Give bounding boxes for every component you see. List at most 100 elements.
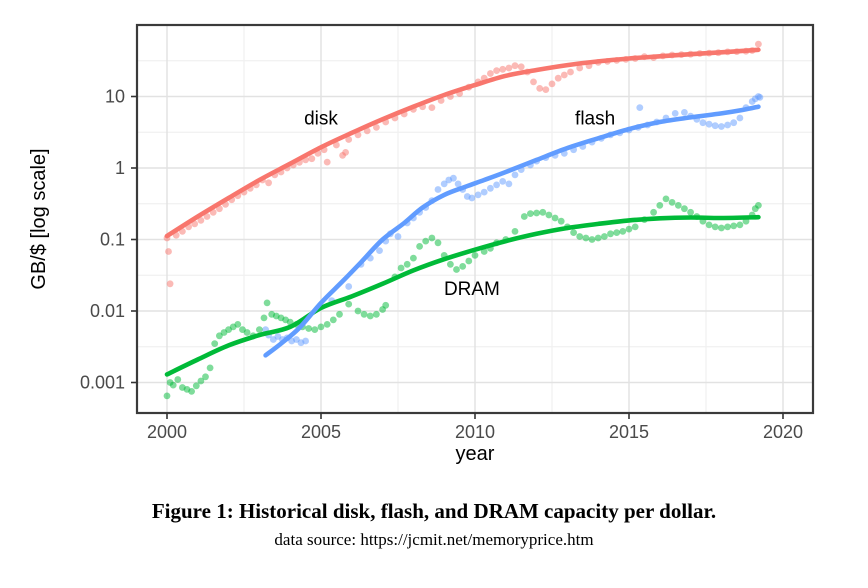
data-point-dram xyxy=(755,202,762,209)
data-point-dram xyxy=(323,321,331,328)
data-point-flash xyxy=(376,247,383,255)
data-point-dram xyxy=(613,229,621,237)
data-point-disk xyxy=(165,248,172,255)
data-point-dram xyxy=(631,223,639,231)
data-point-disk xyxy=(554,74,562,82)
data-point-flash xyxy=(345,283,353,290)
data-point-dram xyxy=(582,234,590,242)
x-tick-label: 2020 xyxy=(763,422,803,442)
data-point-dram xyxy=(211,340,219,347)
data-point-flash xyxy=(705,120,713,128)
data-point-dram xyxy=(197,377,205,385)
data-point-dram xyxy=(317,323,325,331)
data-point-disk xyxy=(517,63,525,71)
data-point-dram xyxy=(520,213,528,220)
series-disk-points xyxy=(163,40,762,288)
data-point-dram xyxy=(730,222,738,230)
y-tick-label: 10 xyxy=(105,87,125,107)
figure-caption: Figure 1: Historical disk, flash, and DR… xyxy=(151,499,717,523)
data-point-dram xyxy=(382,301,390,309)
data-point-dram xyxy=(545,211,553,219)
chart: disk flash DRAM 2000 2005 2010 2015 2020 10 1 0.1 0… xyxy=(28,23,815,465)
data-point-dram xyxy=(588,236,596,243)
data-point-dram xyxy=(511,228,519,235)
data-point-dram xyxy=(711,223,719,231)
data-point-dram xyxy=(533,209,540,217)
data-point-flash xyxy=(474,191,482,199)
figure-data-source: data source: https://jcmit.net/memorypri… xyxy=(274,530,594,550)
data-point-dram xyxy=(311,326,319,333)
data-point-disk xyxy=(542,86,550,93)
data-point-flash xyxy=(711,122,719,130)
data-point-flash xyxy=(636,104,644,111)
data-point-disk xyxy=(203,213,211,220)
x-axis: 2000 2005 2010 2015 2020 xyxy=(147,413,803,442)
data-point-disk xyxy=(530,78,537,86)
data-point-dram xyxy=(551,214,559,222)
data-point-dram xyxy=(656,202,664,209)
series-label-dram: DRAM xyxy=(444,279,500,300)
data-point-dram xyxy=(397,264,405,272)
x-axis-title: year xyxy=(456,443,495,465)
data-point-dram xyxy=(465,257,473,265)
data-point-dram xyxy=(619,228,627,235)
data-point-flash xyxy=(730,119,738,127)
data-point-dram xyxy=(453,266,460,273)
data-point-flash xyxy=(511,171,519,179)
data-point-flash xyxy=(440,180,448,188)
data-point-disk xyxy=(560,71,568,79)
data-point-dram xyxy=(576,233,584,240)
chart-canvas: disk flash DRAM 2000 2005 2010 2015 2020 10 1 0.1 0… xyxy=(28,23,815,465)
y-tick-label: 0.1 xyxy=(100,230,125,250)
y-axis-title: GB/$ [log scale] xyxy=(28,148,50,289)
data-point-dram xyxy=(447,260,454,268)
data-point-disk xyxy=(166,280,174,288)
y-tick-label: 1 xyxy=(115,158,125,178)
data-point-dram xyxy=(718,224,725,232)
data-point-dram xyxy=(705,221,713,229)
data-point-dram xyxy=(169,381,177,389)
data-point-disk xyxy=(755,40,762,48)
data-point-dram xyxy=(234,321,242,328)
data-point-flash xyxy=(499,178,507,185)
data-point-dram xyxy=(403,260,411,268)
data-point-dram xyxy=(192,382,200,390)
data-point-dram xyxy=(202,373,209,381)
x-tick-label: 2005 xyxy=(301,422,341,442)
data-point-flash xyxy=(434,186,442,193)
data-point-disk xyxy=(576,64,584,72)
data-point-disk xyxy=(536,85,544,92)
data-point-disk xyxy=(493,67,500,74)
data-point-flash xyxy=(681,109,688,116)
data-point-dram xyxy=(163,392,171,400)
data-point-dram xyxy=(570,229,577,237)
data-point-dram xyxy=(256,326,263,333)
data-point-dram xyxy=(354,307,362,315)
data-point-dram xyxy=(243,329,251,336)
y-tick-label: 0.01 xyxy=(90,301,125,321)
data-point-dram xyxy=(539,208,547,216)
data-point-disk xyxy=(345,136,353,143)
data-point-dram xyxy=(668,199,676,206)
data-point-disk xyxy=(333,141,340,149)
data-point-dram xyxy=(724,223,731,231)
data-point-dram xyxy=(188,388,196,395)
data-point-dram xyxy=(736,221,744,229)
data-point-dram xyxy=(662,195,670,203)
data-point-flash xyxy=(505,180,513,188)
data-point-dram xyxy=(527,210,534,218)
data-point-dram xyxy=(373,310,380,318)
data-point-flash xyxy=(493,181,500,189)
data-point-dram xyxy=(625,225,633,233)
series-dram-trend-line xyxy=(164,214,761,377)
x-tick-label: 2015 xyxy=(609,422,649,442)
series-flash-trend-line xyxy=(263,104,761,358)
data-point-dram xyxy=(360,310,368,318)
data-point-dram xyxy=(410,254,417,262)
data-point-dram xyxy=(459,263,467,270)
data-point-dram xyxy=(174,376,182,383)
data-point-flash xyxy=(736,114,744,122)
series-dram-points xyxy=(163,195,762,400)
y-tick-label: 0.001 xyxy=(80,373,125,393)
data-point-disk xyxy=(265,179,272,187)
